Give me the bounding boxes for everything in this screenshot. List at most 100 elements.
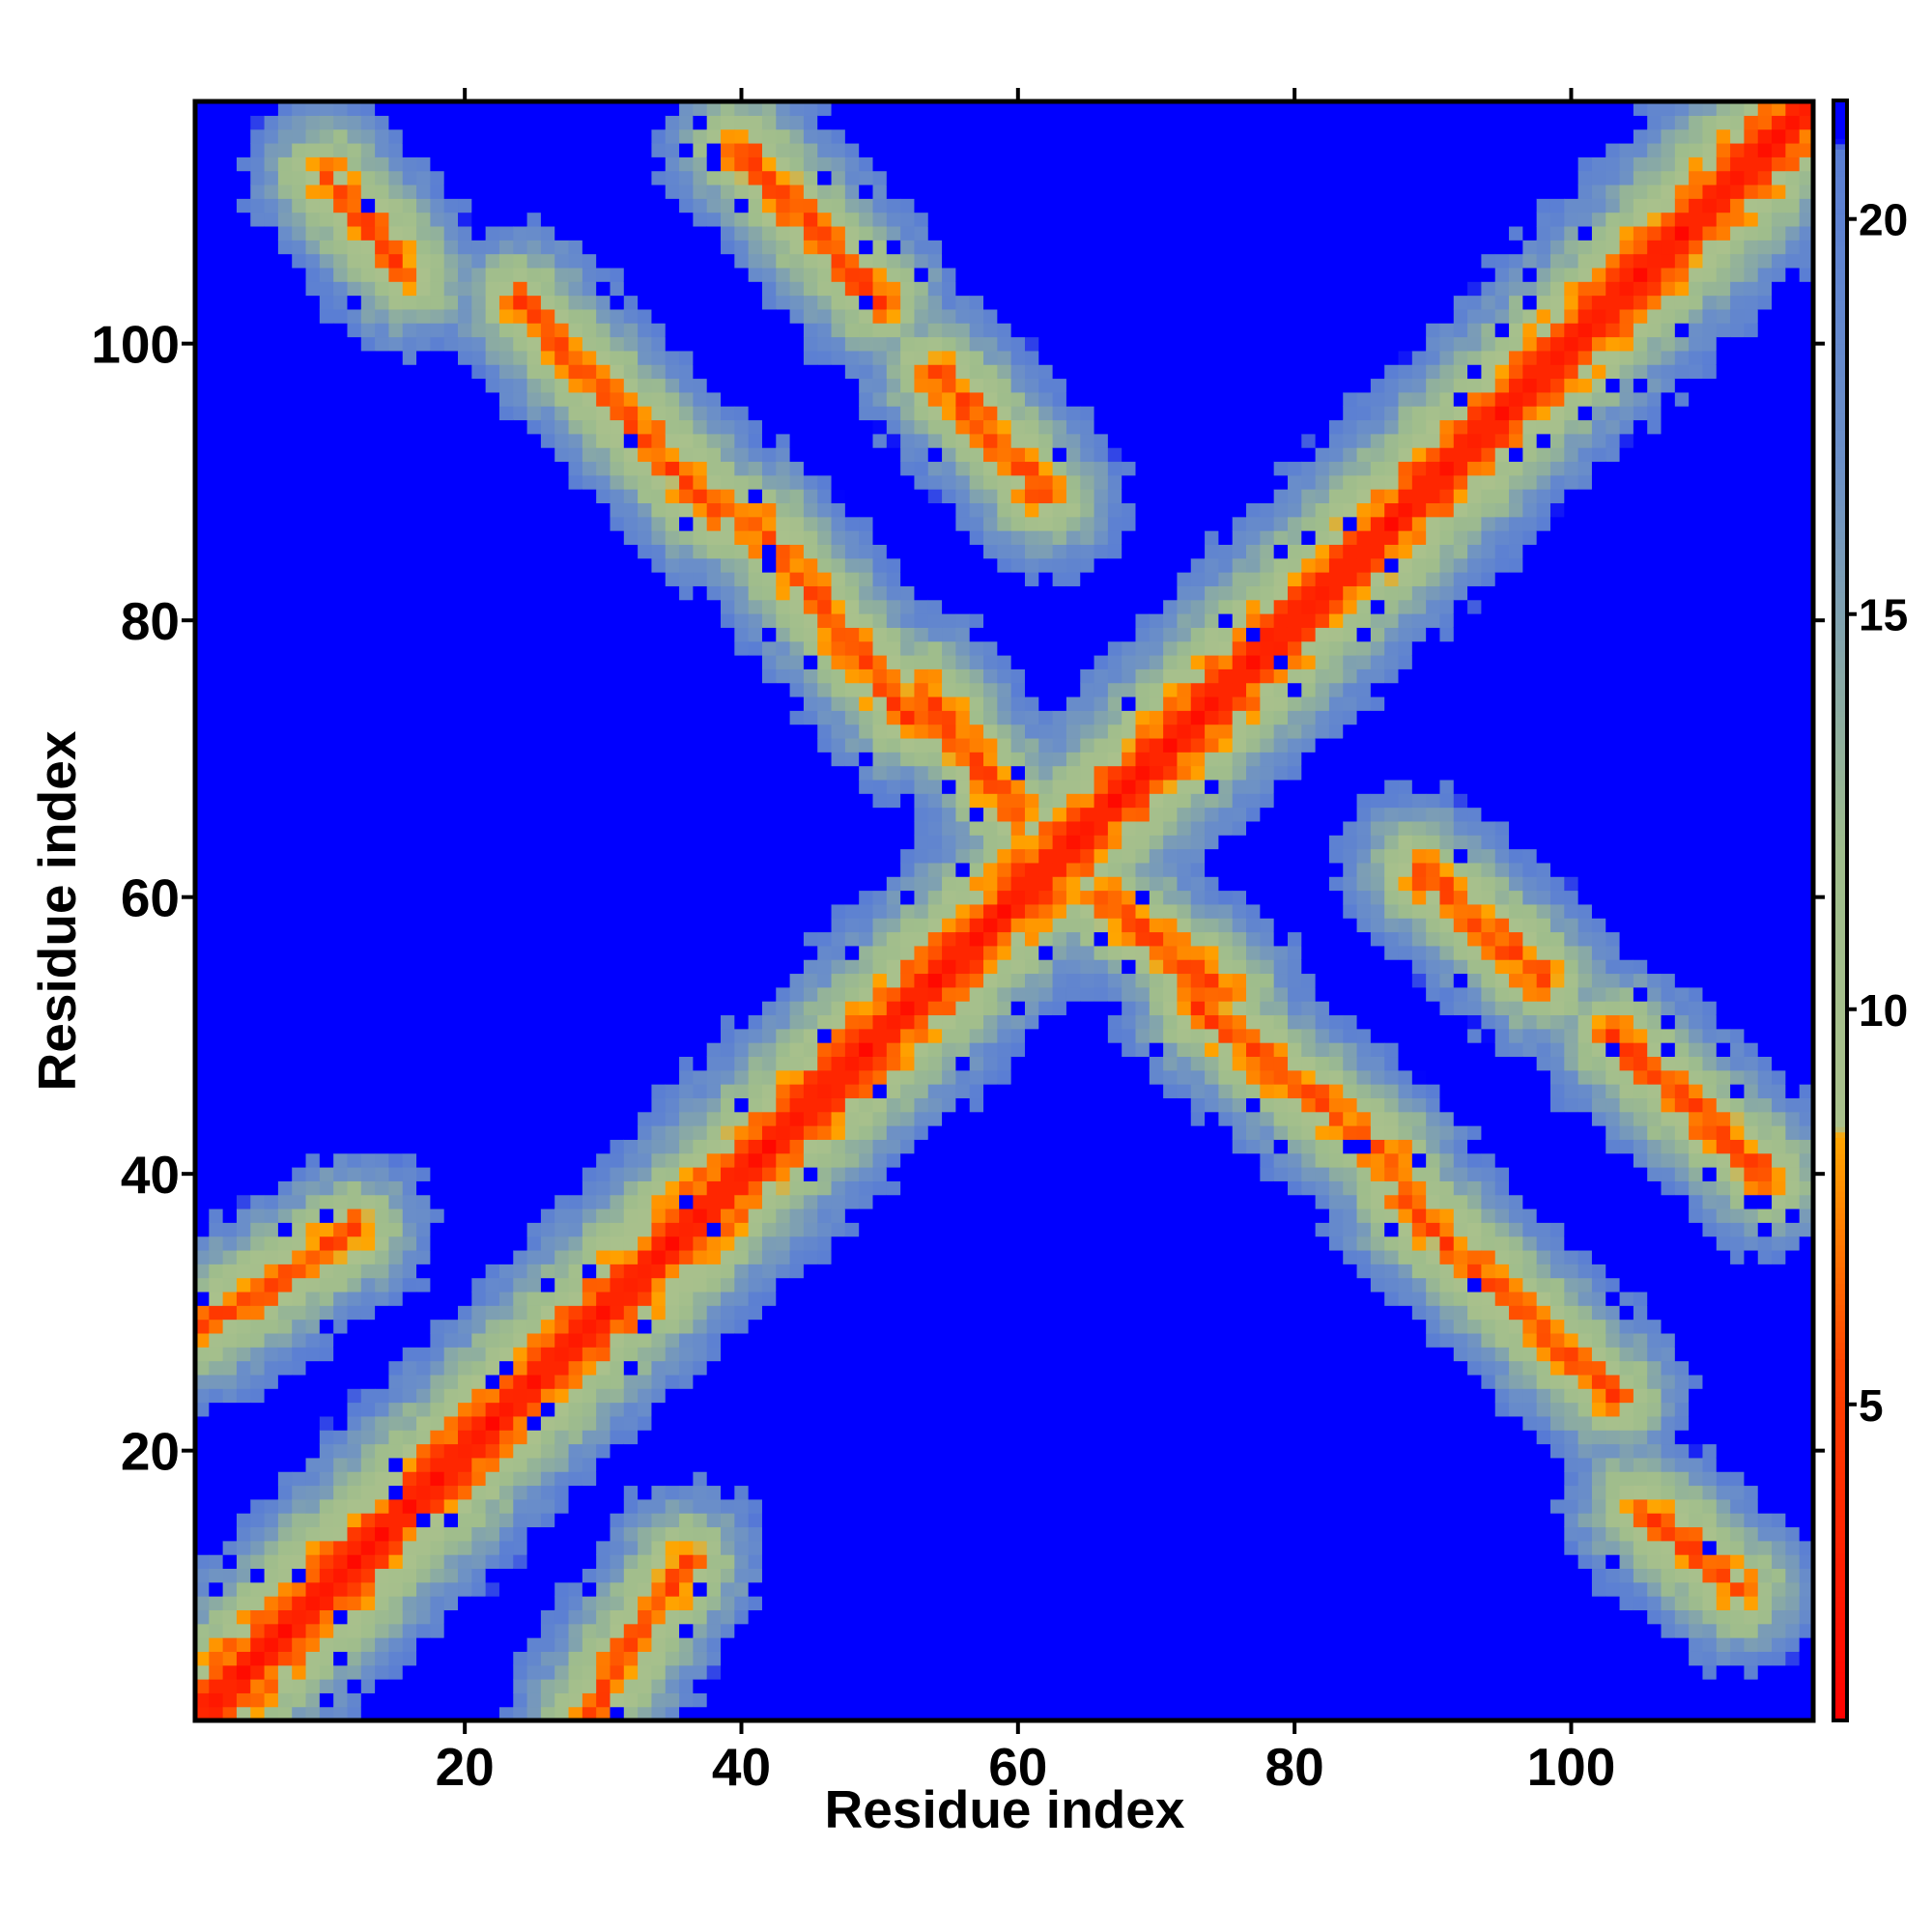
heatmap-cell (679, 101, 694, 116)
heatmap-cell (222, 931, 238, 947)
heatmap-cell (347, 585, 362, 601)
heatmap-cell (610, 1388, 625, 1404)
heatmap-cell (679, 1332, 694, 1348)
heatmap-cell (540, 682, 555, 697)
heatmap-cell (375, 1568, 390, 1583)
heatmap-cell (195, 530, 210, 545)
heatmap-cell (485, 212, 500, 227)
heatmap-cell (402, 627, 417, 642)
heatmap-cell (347, 959, 362, 975)
heatmap-cell (236, 1485, 251, 1500)
heatmap-cell (610, 1249, 625, 1264)
heatmap-cell (305, 1415, 321, 1431)
heatmap-cell (706, 115, 722, 130)
heatmap-cell (540, 350, 555, 365)
heatmap-cell (277, 391, 293, 407)
heatmap-cell (748, 406, 763, 421)
heatmap-cell (471, 1152, 487, 1168)
heatmap-cell (430, 876, 445, 892)
heatmap-cell (347, 557, 362, 573)
heatmap-cell (319, 737, 334, 753)
heatmap-cell (638, 1069, 653, 1085)
heatmap-cell (582, 1526, 597, 1542)
heatmap-cell (596, 710, 611, 725)
heatmap-cell (596, 184, 611, 199)
heatmap-cell (388, 461, 404, 476)
heatmap-cell (388, 959, 404, 975)
heatmap-cell (292, 820, 307, 836)
heatmap-cell (665, 986, 680, 1002)
heatmap-cell (360, 572, 376, 586)
heatmap-cell (734, 890, 750, 905)
heatmap-cell (776, 1347, 791, 1362)
heatmap-cell (458, 516, 472, 531)
heatmap-cell (485, 1360, 500, 1376)
heatmap-cell (554, 793, 570, 809)
heatmap-cell (679, 613, 694, 628)
heatmap-cell (360, 640, 376, 656)
heatmap-cell (319, 142, 334, 157)
heatmap-cell (554, 1388, 570, 1404)
heatmap-cell (443, 128, 459, 144)
heatmap-cell (748, 115, 763, 130)
heatmap-cell (706, 1264, 722, 1279)
heatmap-cell (319, 1457, 334, 1472)
heatmap-cell (471, 1415, 487, 1431)
heatmap-cell (471, 1347, 487, 1362)
heatmap-cell (693, 890, 708, 905)
heatmap-cell (195, 807, 210, 822)
heatmap-cell (305, 1706, 321, 1721)
heatmap-cell (209, 101, 224, 116)
heatmap-cell (388, 668, 404, 684)
heatmap-cell (375, 654, 390, 669)
heatmap-cell (222, 918, 238, 933)
heatmap-cell (305, 627, 321, 642)
heatmap-cell (540, 544, 555, 559)
heatmap-cell (596, 1374, 611, 1389)
heatmap-cell (651, 433, 667, 448)
heatmap-cell (665, 1609, 680, 1625)
heatmap-cell (721, 627, 735, 642)
heatmap-cell (347, 1097, 362, 1113)
heatmap-cell (734, 1360, 750, 1376)
heatmap-cell (540, 1374, 555, 1389)
heatmap-cell (554, 737, 570, 753)
heatmap-cell (554, 474, 570, 490)
heatmap-cell (209, 1028, 224, 1043)
heatmap-cell (195, 1222, 210, 1237)
heatmap-cell (651, 364, 667, 380)
heatmap-cell (443, 1623, 459, 1638)
heatmap-cell (222, 1347, 238, 1362)
heatmap-cell (209, 433, 224, 448)
heatmap-cell (250, 876, 266, 892)
heatmap-cell (458, 668, 472, 684)
heatmap-cell (236, 1526, 251, 1542)
heatmap-cell (638, 1139, 653, 1154)
heatmap-cell (264, 1706, 279, 1721)
heatmap-cell (761, 115, 777, 130)
heatmap-cell (761, 668, 777, 684)
heatmap-cell (623, 364, 639, 380)
heatmap-cell (388, 156, 404, 172)
heatmap-cell (721, 1360, 735, 1376)
heatmap-cell (388, 1194, 404, 1209)
heatmap-cell (195, 1347, 210, 1362)
heatmap-cell (360, 1623, 376, 1638)
heatmap-cell (305, 710, 321, 725)
heatmap-cell (319, 1264, 334, 1279)
heatmap-cell (513, 1568, 528, 1583)
heatmap-cell (195, 654, 210, 669)
heatmap-cell (748, 1069, 763, 1085)
heatmap-cell (693, 765, 708, 781)
heatmap-cell (209, 696, 224, 711)
heatmap-cell (582, 862, 597, 877)
heatmap-cell (264, 1001, 279, 1016)
heatmap-cell (513, 793, 528, 809)
heatmap-cell (623, 1540, 639, 1555)
heatmap-cell (250, 1360, 266, 1376)
heatmap-cell (693, 378, 708, 393)
heatmap-cell (292, 1415, 307, 1431)
heatmap-cell (277, 1069, 293, 1085)
heatmap-cell (430, 654, 445, 669)
heatmap-cell (471, 779, 487, 794)
